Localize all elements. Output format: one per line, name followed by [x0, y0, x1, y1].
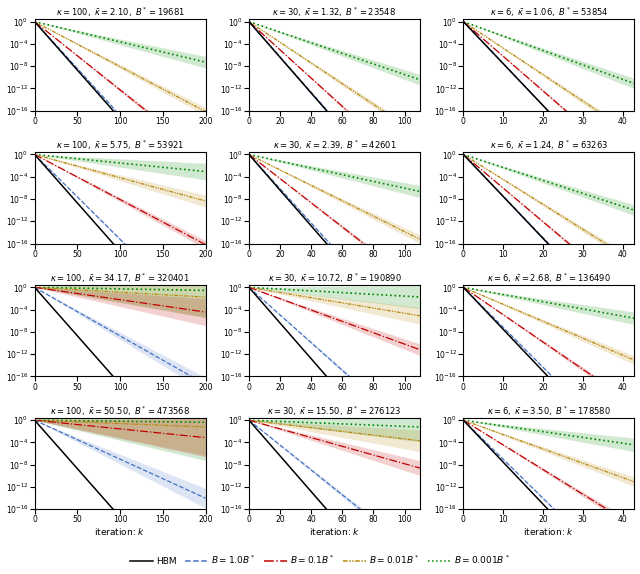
Title: $\kappa = 30,\ \bar{\kappa} = 1.32,\ B^* = 23548$: $\kappa = 30,\ \bar{\kappa} = 1.32,\ B^*… — [273, 6, 397, 19]
X-axis label: iteration: $k$: iteration: $k$ — [95, 526, 146, 537]
Title: $\kappa = 30,\ \bar{\kappa} = 10.72,\ B^* = 190890$: $\kappa = 30,\ \bar{\kappa} = 10.72,\ B^… — [268, 272, 401, 285]
X-axis label: iteration: $k$: iteration: $k$ — [309, 526, 360, 537]
Title: $\kappa = 100,\ \bar{\kappa} = 5.75,\ B^* = 53921$: $\kappa = 100,\ \bar{\kappa} = 5.75,\ B^… — [56, 138, 184, 152]
Title: $\kappa = 6,\ \bar{\kappa} = 1.06,\ B^* = 53854$: $\kappa = 6,\ \bar{\kappa} = 1.06,\ B^* … — [490, 6, 608, 19]
Title: $\kappa = 30,\ \bar{\kappa} = 2.39,\ B^* = 42601$: $\kappa = 30,\ \bar{\kappa} = 2.39,\ B^*… — [273, 138, 396, 152]
X-axis label: iteration: $k$: iteration: $k$ — [523, 526, 575, 537]
Title: $\kappa = 100,\ \bar{\kappa} = 2.10,\ B^* = 19681$: $\kappa = 100,\ \bar{\kappa} = 2.10,\ B^… — [56, 6, 185, 19]
Title: $\kappa = 30,\ \bar{\kappa} = 15.50,\ B^* = 276123$: $\kappa = 30,\ \bar{\kappa} = 15.50,\ B^… — [268, 404, 402, 417]
Title: $\kappa = 100,\ \bar{\kappa} = 50.50,\ B^* = 473568$: $\kappa = 100,\ \bar{\kappa} = 50.50,\ B… — [50, 404, 190, 417]
Legend: HBM, $B = 1.0B^*$, $B = 0.1B^*$, $B = 0.01B^*$, $B = 0.001B^*$: HBM, $B = 1.0B^*$, $B = 0.1B^*$, $B = 0.… — [127, 550, 513, 569]
Title: $\kappa = 6,\ \bar{\kappa} = 1.24,\ B^* = 63263$: $\kappa = 6,\ \bar{\kappa} = 1.24,\ B^* … — [490, 138, 608, 152]
Title: $\kappa = 100,\ \bar{\kappa} = 34.17,\ B^* = 320401$: $\kappa = 100,\ \bar{\kappa} = 34.17,\ B… — [51, 272, 190, 285]
Title: $\kappa = 6,\ \bar{\kappa} = 3.50,\ B^* = 178580$: $\kappa = 6,\ \bar{\kappa} = 3.50,\ B^* … — [487, 404, 611, 417]
Title: $\kappa = 6,\ \bar{\kappa} = 2.68,\ B^* = 136490$: $\kappa = 6,\ \bar{\kappa} = 2.68,\ B^* … — [487, 272, 611, 285]
